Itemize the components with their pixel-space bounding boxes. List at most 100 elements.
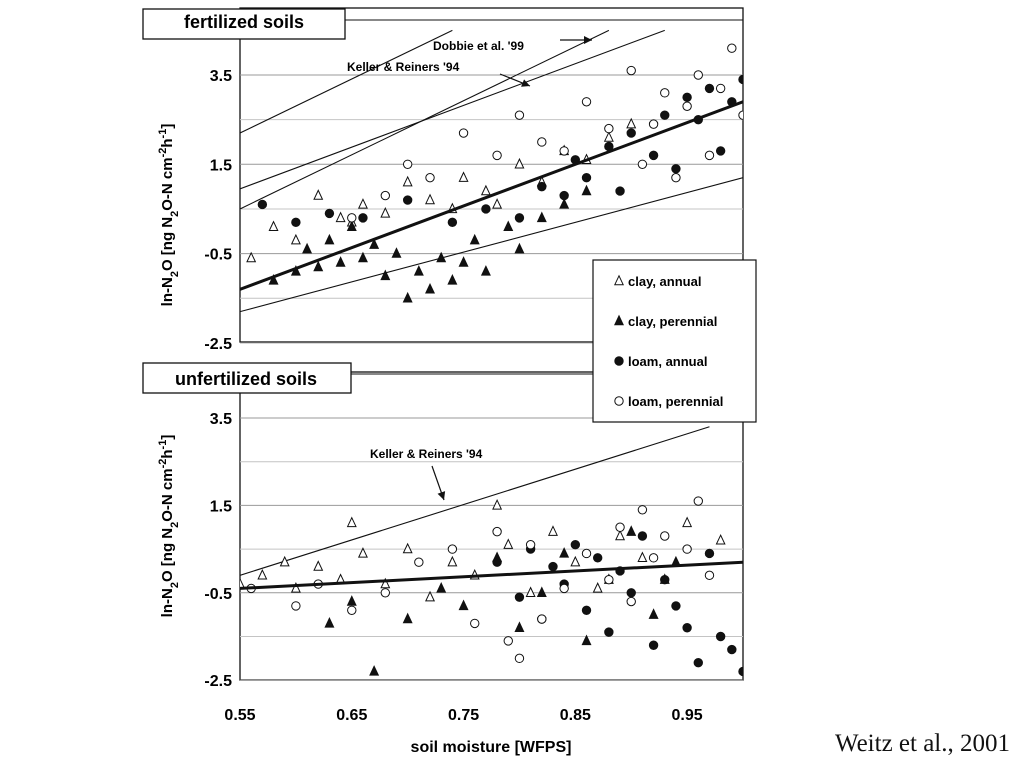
x-tick-label: 0.75 <box>448 707 479 724</box>
data-point <box>514 621 525 632</box>
reference-line <box>240 426 710 576</box>
data-point <box>290 233 301 245</box>
data-point <box>458 599 469 611</box>
data-point <box>302 242 313 254</box>
data-point <box>503 220 514 232</box>
data-point <box>324 233 335 245</box>
data-point <box>324 208 335 219</box>
reference-line <box>240 29 453 134</box>
annotation-arrow-head <box>521 79 530 87</box>
bound-line <box>240 177 743 313</box>
data-point <box>492 557 502 567</box>
data-point <box>581 97 592 107</box>
x-tick-label: 0.65 <box>336 707 367 724</box>
data-point <box>537 614 547 624</box>
data-point <box>380 207 391 218</box>
data-point <box>358 213 368 223</box>
data-point <box>738 110 743 120</box>
y-tick-label: -2.5 <box>204 673 232 690</box>
data-point <box>693 658 703 668</box>
x-tick-label: 0.55 <box>224 707 255 724</box>
panel-title-box <box>142 362 352 394</box>
data-point <box>615 186 625 196</box>
data-point <box>402 175 413 187</box>
data-point <box>447 217 458 228</box>
data-point <box>480 265 491 276</box>
data-point <box>537 137 547 147</box>
data-point <box>648 150 659 161</box>
bound-line <box>240 29 610 210</box>
data-point <box>492 150 502 161</box>
x-tick-label: 0.85 <box>560 707 591 724</box>
data-point <box>648 640 659 650</box>
legend-entry: clay, annual <box>614 274 701 289</box>
data-point <box>637 159 648 170</box>
data-point <box>324 617 335 628</box>
data-point <box>425 193 436 205</box>
data-point <box>548 561 558 572</box>
data-point <box>402 291 413 303</box>
data-point <box>715 533 726 545</box>
panel-title: unfertilized soils <box>175 369 317 389</box>
data-point <box>313 189 324 200</box>
data-point <box>682 544 692 554</box>
data-point <box>626 117 637 129</box>
data-point <box>313 560 324 571</box>
data-point <box>369 665 380 676</box>
annotation-arrow-head <box>437 491 446 500</box>
y-axis-label: ln-N2O [ng N2O-N cm-2h-1] <box>157 435 181 618</box>
data-point <box>615 522 625 532</box>
data-point <box>604 123 614 134</box>
data-point <box>503 636 513 646</box>
data-point <box>682 92 692 103</box>
data-point <box>693 496 703 506</box>
data-point <box>648 608 659 619</box>
data-point <box>537 181 547 192</box>
data-point <box>525 540 536 550</box>
legend-entry: loam, perennial <box>614 394 723 409</box>
data-point <box>581 172 592 183</box>
data-point <box>660 88 670 98</box>
y-tick-label: 1.5 <box>210 498 232 515</box>
data-point <box>380 269 391 281</box>
data-point <box>335 211 346 223</box>
data-point <box>693 70 703 80</box>
data-point <box>246 251 257 263</box>
data-point <box>402 542 413 554</box>
data-point <box>660 110 670 120</box>
data-point <box>240 577 245 589</box>
data-point <box>704 570 715 581</box>
data-point <box>369 238 380 249</box>
data-point <box>660 531 670 541</box>
data-point <box>346 220 357 232</box>
data-point <box>514 653 525 664</box>
data-point <box>738 666 743 677</box>
data-point <box>626 128 636 138</box>
legend: clay, annual clay, perennial loam, annual l… <box>592 259 757 423</box>
data-point <box>614 396 624 406</box>
data-point <box>581 605 592 615</box>
legend-entry: clay, perennial <box>614 314 717 329</box>
data-point <box>671 164 681 174</box>
data-point <box>614 314 624 326</box>
data-point <box>547 525 558 536</box>
data-point <box>346 516 357 528</box>
data-point <box>313 260 324 272</box>
y-axis-label: ln-N2O [ng N2O-N cm-2h-1] <box>157 124 181 307</box>
unfertilized-soils-panel: 3.5 1.5 -0.5 -2.5 ln-N2O [ng N2O-N cm-2h-1] u… <box>142 362 744 690</box>
data-point <box>660 574 670 585</box>
x-axis-label: soil moisture [WFPS] <box>411 739 572 756</box>
legend-label: clay, perennial <box>628 314 717 329</box>
data-point <box>559 547 570 558</box>
fertilized-soils-panel: 3.5 1.5 -0.5 -2.5 ln-N2O [ng N2O-N cm-2h-1] f… <box>142 7 744 353</box>
panel-title: fertilized soils <box>184 12 304 32</box>
data-point <box>436 582 447 593</box>
data-point <box>347 605 357 615</box>
data-point <box>570 540 581 550</box>
annotation-arrow-head <box>584 36 592 44</box>
data-point <box>727 644 737 655</box>
data-point <box>570 555 581 567</box>
data-point <box>492 499 503 510</box>
plot-area <box>240 29 743 313</box>
data-point <box>514 110 525 120</box>
